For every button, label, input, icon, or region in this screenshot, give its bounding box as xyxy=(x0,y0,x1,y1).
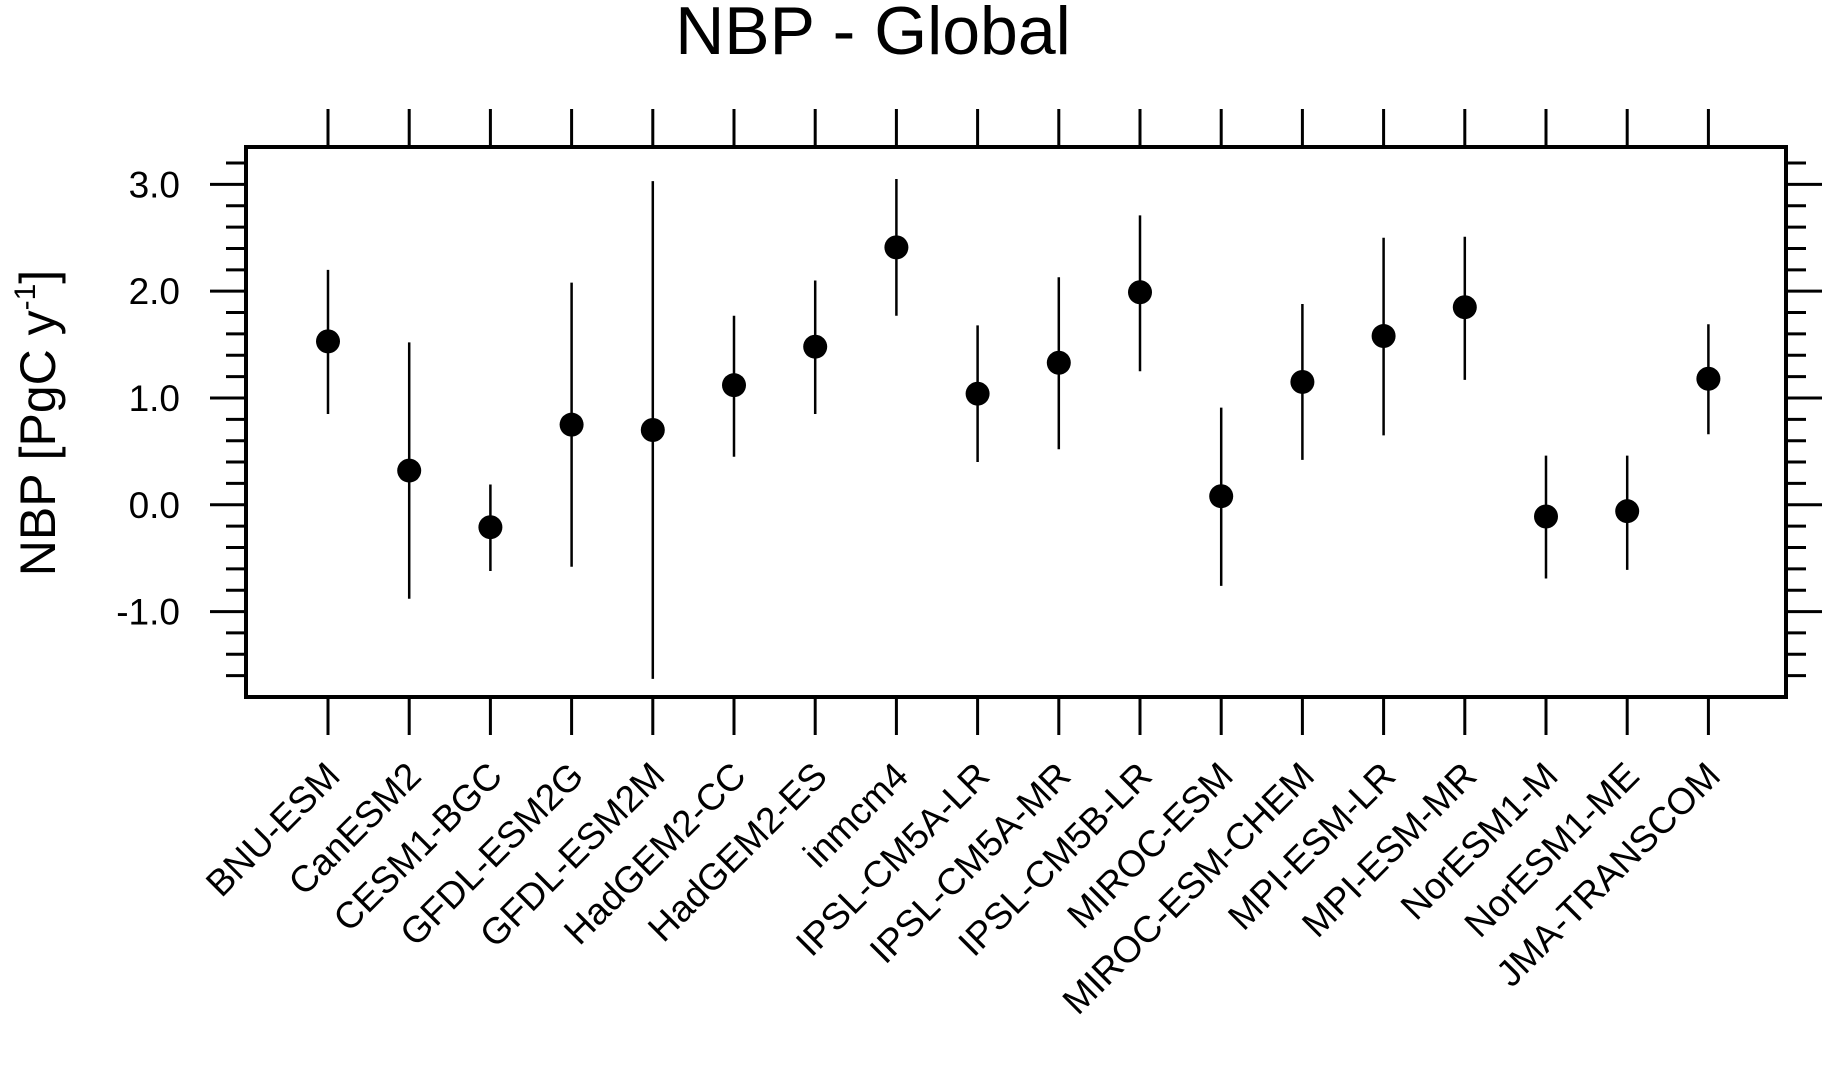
y-tick-label: 3.0 xyxy=(129,164,180,205)
y-axis-label-exponent: -1 xyxy=(9,284,42,311)
y-axis-label-close: ] xyxy=(10,270,66,284)
y-tick-label: 1.0 xyxy=(129,378,180,419)
y-axis-label-main: NBP [PgC y xyxy=(10,310,66,576)
data-point xyxy=(1209,484,1234,509)
chart-title: NBP - Global xyxy=(675,0,1071,69)
data-point xyxy=(316,329,340,354)
data-point xyxy=(397,458,422,483)
data-point xyxy=(722,373,746,398)
plot-area: -1.00.01.02.03.0BNU-ESMCanESM2CESM1-BGCG… xyxy=(116,109,1822,1022)
data-point xyxy=(1615,499,1640,524)
y-tick-label: -1.0 xyxy=(116,592,180,633)
data-point xyxy=(1452,295,1477,320)
data-point xyxy=(1371,324,1396,349)
svg-text:NBP [PgC y-1]: NBP [PgC y-1] xyxy=(9,270,66,576)
data-point xyxy=(1128,280,1152,305)
data-point xyxy=(965,381,990,406)
y-tick-label: 2.0 xyxy=(129,271,180,312)
data-point xyxy=(478,515,503,540)
data-point xyxy=(559,412,584,437)
plot-frame xyxy=(244,145,1788,699)
data-point xyxy=(884,235,909,260)
data-point xyxy=(1290,369,1315,394)
y-tick-label: 0.0 xyxy=(129,485,180,526)
y-axis-label: NBP [PgC y-1] xyxy=(9,270,66,576)
data-point xyxy=(1534,504,1558,529)
data-point xyxy=(803,334,828,359)
data-point xyxy=(1046,350,1071,375)
data-point xyxy=(1696,366,1721,391)
data-point xyxy=(640,418,665,443)
